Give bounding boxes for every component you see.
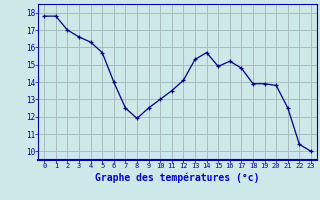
X-axis label: Graphe des températures (°c): Graphe des températures (°c) (95, 172, 260, 183)
